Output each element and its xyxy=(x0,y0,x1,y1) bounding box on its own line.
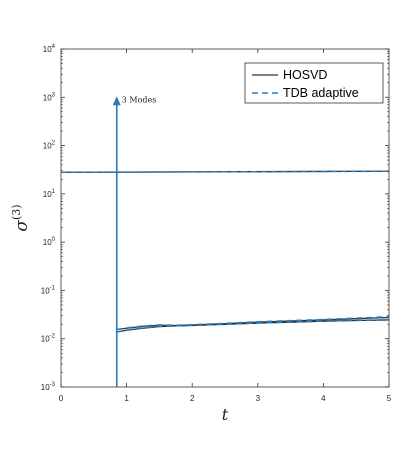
x-axis-label-group: t xyxy=(222,405,229,424)
y-tick-label: 103 xyxy=(43,92,56,102)
x-tick-label: 2 xyxy=(190,394,195,403)
annotation-label: 3 Modes xyxy=(122,95,157,104)
legend-label-hosvd: HOSVD xyxy=(283,68,327,82)
series-lines xyxy=(60,170,390,333)
y-axis-label-sup: (3) xyxy=(10,204,23,220)
plot-area xyxy=(60,48,390,388)
legend-label-tdb-adaptive: TDB adaptive xyxy=(283,86,359,100)
y-tick-label: 104 xyxy=(43,44,56,54)
y-tick-label: 102 xyxy=(43,141,56,151)
legend: HOSVD TDB adaptive xyxy=(244,62,384,104)
y-tick-label: 10-3 xyxy=(41,382,56,392)
x-axis-label: t xyxy=(222,405,229,424)
x-axis-ticks: 0 1 2 3 4 5 xyxy=(59,49,392,403)
y-axis-ticks: 10-3 10-2 10-1 100 101 102 103 104 xyxy=(41,44,389,392)
x-tick-label: 1 xyxy=(124,394,129,403)
y-tick-label: 10-2 xyxy=(41,334,56,344)
x-tick-label: 0 xyxy=(59,394,64,403)
x-tick-label: 3 xyxy=(256,394,261,403)
y-tick-label: 100 xyxy=(43,237,56,247)
svg-text:σ(3): σ(3) xyxy=(10,204,32,231)
y-tick-label: 101 xyxy=(43,189,56,199)
x-tick-label: 5 xyxy=(387,394,392,403)
x-tick-label: 4 xyxy=(321,394,326,403)
y-tick-label: 10-1 xyxy=(41,285,56,295)
y-axis-label-group: σ(3) xyxy=(10,204,32,231)
legend-box xyxy=(244,62,384,104)
annotation-arrow-head xyxy=(112,96,121,106)
series-line-curve-5 xyxy=(116,318,390,333)
series-line-tdb-adaptive xyxy=(60,170,390,174)
annotation-3-modes: 3 Modes xyxy=(112,95,157,387)
y-axis-label-base: σ xyxy=(12,220,32,232)
